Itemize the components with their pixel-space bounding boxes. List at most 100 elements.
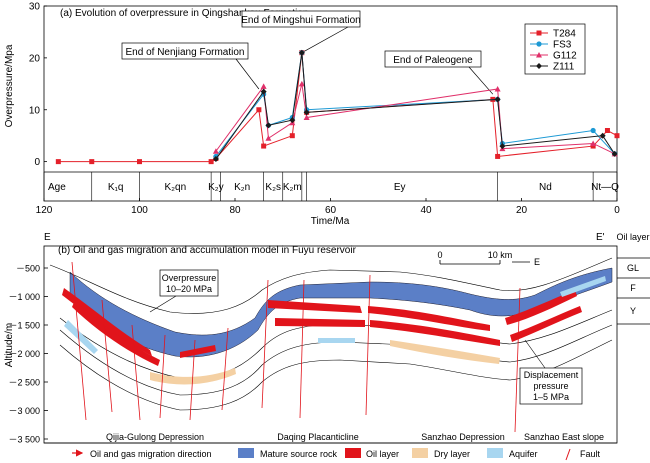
callout-line-2: pressure <box>533 381 568 391</box>
legend-label: Oil layer <box>366 449 399 459</box>
oil-layer-y: Y <box>630 306 636 316</box>
oil-layer <box>180 345 216 358</box>
section-right-label: E' <box>596 232 605 243</box>
callout-line-2: 10–20 MPa <box>166 284 212 294</box>
data-point <box>590 143 596 149</box>
data-point <box>303 114 310 121</box>
fault-line <box>71 261 87 421</box>
data-point <box>611 150 618 157</box>
y-axis-ticks: 0 10 20 30 <box>29 2 47 168</box>
strata-line <box>59 309 613 379</box>
legend-label: FS3 <box>553 40 572 51</box>
x-tick-label: 40 <box>420 205 432 216</box>
legend-marker <box>536 41 542 47</box>
x-axis-ticks: 120 100 80 60 40 20 0 <box>36 198 620 216</box>
legend-box <box>524 23 586 75</box>
x-tick-label: 120 <box>36 205 53 216</box>
legend-source-rock: Mature source rock <box>238 448 338 459</box>
aquifer <box>64 320 98 354</box>
zone-east-slope: Sanzhao East slope <box>524 432 604 442</box>
age-stage: Ey <box>394 182 406 193</box>
oil-layer-f: F <box>630 283 636 293</box>
series-line-G112 <box>215 83 615 155</box>
fault-icon <box>565 448 571 461</box>
annotation-leader <box>235 58 260 90</box>
annotation-box <box>241 10 361 28</box>
chart-title: (a) Evolution of overpressure in Qingsha… <box>60 8 308 19</box>
aquifer <box>318 338 355 343</box>
dry-layer <box>390 340 500 364</box>
swatch <box>412 448 428 458</box>
data-point <box>590 127 596 134</box>
data-point <box>495 153 501 159</box>
callout-line-1: Overpressure <box>162 273 217 283</box>
oil-layer <box>370 320 500 346</box>
altitude-tick-label: －1 000 <box>8 292 40 302</box>
altitude-label: Altitude/m <box>4 323 15 367</box>
callout-line-1: Displacement <box>524 370 579 380</box>
oil-layer <box>510 306 582 342</box>
data-point <box>494 96 501 103</box>
legend-dry-layer: Dry layer <box>412 448 470 459</box>
swatch <box>487 448 503 458</box>
legend-label: Mature source rock <box>260 449 338 459</box>
series-layer <box>55 49 620 165</box>
zone-daqing: Daqing Placanticline <box>277 432 359 442</box>
y-tick-label: 0 <box>34 157 40 168</box>
fault-line <box>514 287 521 433</box>
age-stage: K₁q <box>108 182 124 193</box>
swatch <box>238 448 254 458</box>
data-point <box>260 88 267 95</box>
data-point <box>499 143 506 150</box>
fault-line <box>101 299 113 413</box>
legend-label: Z111 <box>553 62 575 73</box>
age-stage: Nt—Q <box>591 182 619 193</box>
data-point <box>599 132 606 139</box>
age-stage: K₂m <box>283 182 302 193</box>
data-point <box>289 133 295 139</box>
fault-line <box>159 334 166 419</box>
fault-line <box>131 324 141 421</box>
data-point <box>604 128 610 133</box>
altitude-tick-label: －2 500 <box>8 378 40 388</box>
annotation-text: End of Nenjiang Formation <box>126 47 245 58</box>
data-point <box>256 107 262 113</box>
x-axis-label: Time/Ma <box>311 216 350 227</box>
x-tick-label: 100 <box>131 205 148 216</box>
data-point <box>590 140 597 146</box>
column-dividers <box>617 257 650 325</box>
oil-layer <box>275 318 365 327</box>
x-tick-label: 0 <box>614 205 620 216</box>
altitude-tick-label: －1 500 <box>8 321 40 331</box>
oil-layer-column: Oil layer GL F Y <box>616 232 650 325</box>
legend-fault: Fault <box>565 448 601 461</box>
data-point <box>260 83 267 89</box>
age-stage: K₂qn <box>164 182 186 193</box>
x-tick-label: 60 <box>325 205 337 216</box>
annotations: End of Nenjiang Formation End of Mingshui… <box>121 10 494 95</box>
scale-start: 0 <box>437 250 442 260</box>
legend-label: G112 <box>553 51 577 62</box>
oil-layer-header: Oil layer <box>616 232 649 242</box>
fault-line <box>365 274 371 416</box>
altitude-tick-label: －3 500 <box>8 435 40 445</box>
scale-end: 10 km <box>488 250 513 260</box>
overpressure-callout: Overpressure 10–20 MPa <box>149 269 219 313</box>
mature-source-rock <box>69 267 613 358</box>
callout-leader <box>149 295 177 313</box>
panel-b-legend: Oil and gas migration direction Mature s… <box>72 448 601 461</box>
fault-line <box>261 279 269 409</box>
data-point <box>89 159 95 165</box>
oil-layer <box>72 300 160 366</box>
legend-marker <box>536 52 542 58</box>
legend-aquifer: Aquifer <box>487 448 538 459</box>
altitude-tick-label: －2 000 <box>8 349 40 359</box>
altitude-tick-label: －500 <box>16 264 40 274</box>
callout-box <box>519 367 583 405</box>
fault-line <box>221 327 229 411</box>
altitude-ticks: －500 －1 000 －1 500 －2 000 －2 500 －3 000 －3 500 <box>8 264 48 445</box>
annotation-text: End of Paleogene <box>393 55 473 66</box>
panel-b: E E' (b) Oil and gas migration and accum… <box>4 232 650 461</box>
age-stage: K₂y <box>208 182 224 193</box>
